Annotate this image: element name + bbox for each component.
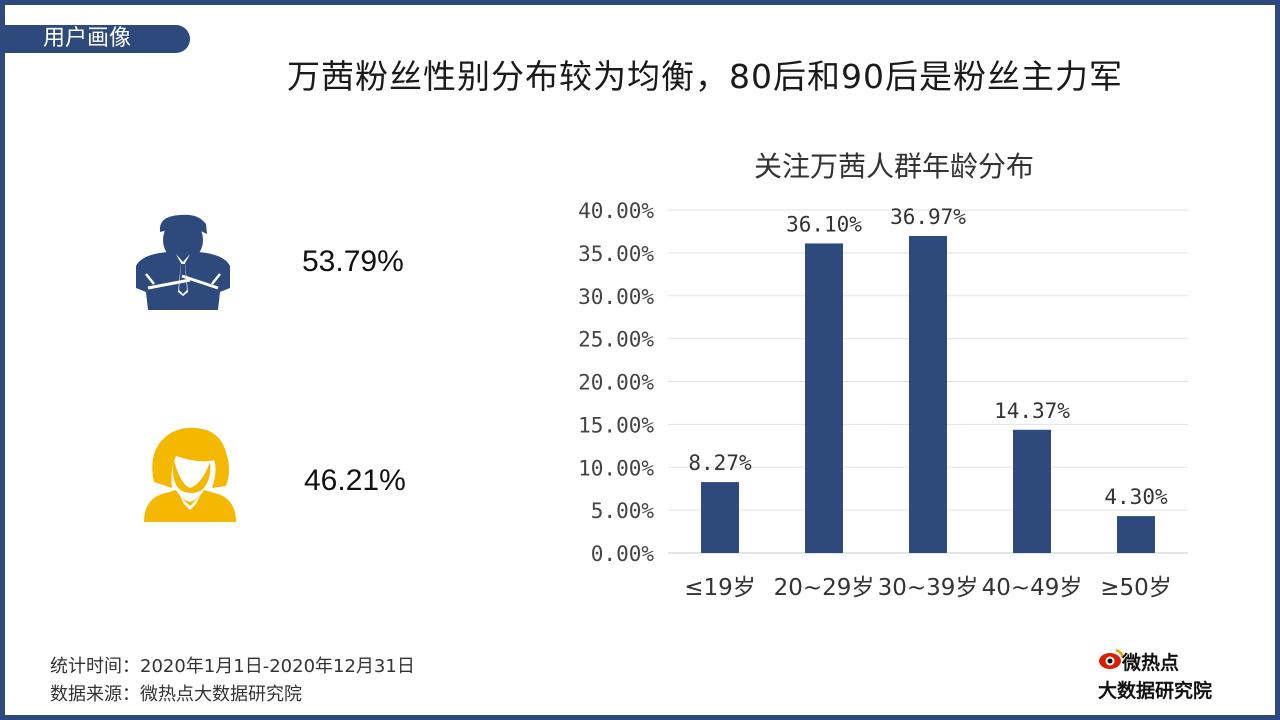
female-user-icon	[144, 427, 236, 522]
y-tick-label: 10.00%	[578, 456, 654, 480]
data-label: 14.37%	[994, 399, 1070, 423]
data-label: 4.30%	[1104, 485, 1168, 509]
x-axis-ticks: ≤19岁 20~29岁 30~39岁 40~49岁 ≥50岁	[684, 575, 1172, 601]
bar	[1013, 429, 1051, 553]
y-tick-label: 0.00%	[591, 542, 655, 566]
chart-title: 关注万茜人群年龄分布	[754, 150, 1034, 183]
company-logo: 微热点 大数据研究院	[1098, 646, 1238, 702]
logo-text-top: 微热点	[1122, 652, 1180, 674]
bars	[701, 235, 1155, 553]
male-user-icon	[136, 214, 230, 310]
eye-logo-icon	[1099, 648, 1124, 669]
y-axis-ticks: 0.00% 5.00% 10.00% 15.00% 20.00% 25.00% 30.00%…	[578, 199, 654, 566]
data-label: 36.97%	[890, 205, 966, 229]
y-tick-label: 30.00%	[578, 285, 654, 309]
x-tick-label: 40~49岁	[982, 575, 1083, 601]
y-tick-label: 15.00%	[578, 413, 654, 437]
page-title: 万茜粉丝性别分布较为均衡，80后和90后是粉丝主力军	[287, 57, 1123, 96]
data-source: 数据来源：微热点大数据研究院	[50, 684, 302, 705]
y-tick-label: 35.00%	[578, 242, 654, 266]
data-labels: 8.27% 36.10% 36.97% 14.37% 4.30%	[688, 205, 1168, 509]
y-tick-label: 20.00%	[578, 371, 654, 395]
stat-period: 统计时间：2020年1月1日-2020年12月31日	[50, 656, 415, 677]
y-tick-label: 25.00%	[578, 328, 654, 352]
logo-text-bottom: 大数据研究院	[1098, 680, 1213, 702]
x-tick-label: 20~29岁	[774, 575, 875, 601]
x-tick-label: ≤19岁	[684, 575, 756, 601]
section-tag: 用户画像	[5, 25, 190, 53]
age-distribution-chart: 关注万茜人群年龄分布 0.00% 5.00% 10.00% 15.00% 20.00% 2…	[578, 150, 1188, 601]
bar	[909, 235, 947, 553]
data-label: 8.27%	[688, 451, 752, 475]
x-tick-label: ≥50岁	[1100, 575, 1172, 601]
male-percentage: 53.79%	[302, 245, 404, 278]
data-label: 36.10%	[786, 212, 862, 236]
female-percentage: 46.21%	[304, 464, 406, 497]
y-tick-label: 5.00%	[591, 499, 655, 523]
y-tick-label: 40.00%	[578, 199, 654, 223]
bar	[1117, 516, 1155, 553]
x-tick-label: 30~39岁	[878, 575, 979, 601]
bar	[701, 482, 739, 553]
bar	[805, 243, 843, 553]
